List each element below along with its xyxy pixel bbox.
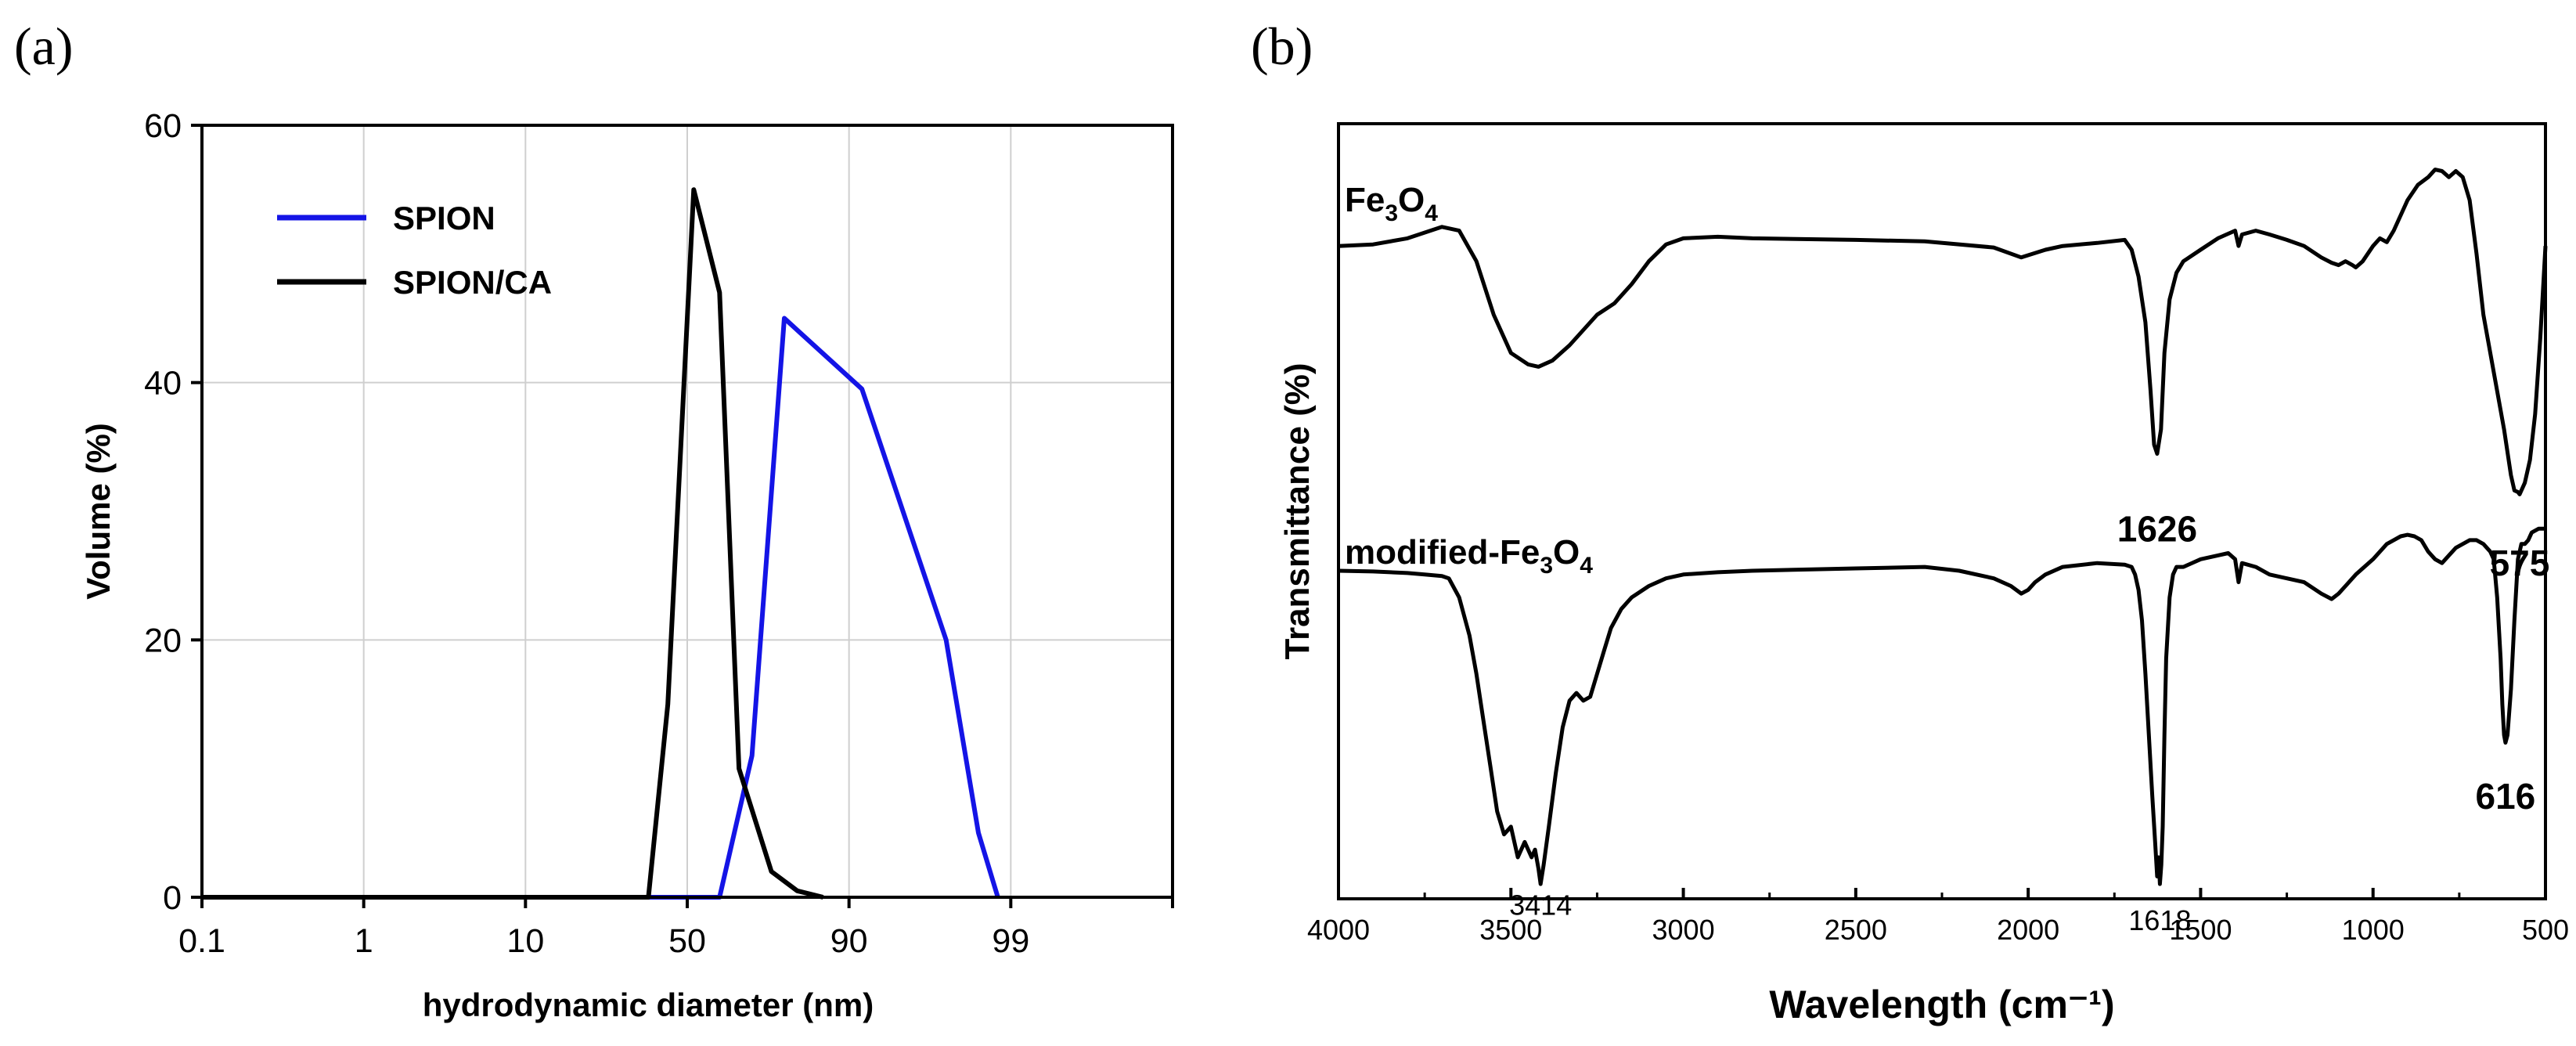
series-line-fe3o4 bbox=[1338, 168, 2548, 496]
label-part: O bbox=[1553, 533, 1580, 572]
plot-frame bbox=[1337, 122, 2547, 900]
series-line-modified-fe3o4 bbox=[1338, 526, 2546, 886]
x-tick-label: 2000 bbox=[1997, 914, 2059, 946]
peak-annotation: 1626 bbox=[2117, 508, 2197, 549]
series-label-fe3o4: Fe3O4 bbox=[1345, 181, 1438, 226]
y-tick-label: 20 bbox=[144, 622, 182, 659]
label-part: modified-Fe bbox=[1345, 533, 1540, 572]
x-tick-label: 10 bbox=[506, 922, 544, 960]
y-tick-label: 0 bbox=[163, 879, 182, 917]
x-tick-label: 500 bbox=[2522, 914, 2569, 946]
series-line-spion bbox=[202, 316, 1000, 900]
x-axis-title: hydrodynamic diameter (nm) bbox=[423, 986, 874, 1023]
label-part: 4 bbox=[1580, 553, 1593, 579]
y-tick-label: 60 bbox=[144, 107, 182, 145]
peak-annotation: 616 bbox=[2476, 776, 2536, 817]
label-part: O bbox=[1398, 181, 1425, 219]
label-part: 3 bbox=[1540, 553, 1553, 579]
x-axis-title: Wavelength (cm⁻¹) bbox=[1769, 983, 2114, 1026]
peak-annotation: 1618 bbox=[2128, 904, 2191, 936]
panel-label-a: (a) bbox=[14, 16, 74, 76]
x-tick-label: 50 bbox=[668, 922, 706, 960]
y-tick-label: 40 bbox=[144, 365, 182, 402]
legend-label: SPION/CA bbox=[393, 264, 552, 301]
label-part: 4 bbox=[1425, 200, 1438, 226]
peak-annotation: 575 bbox=[2490, 543, 2550, 583]
x-tick-label: 1 bbox=[355, 922, 373, 960]
legend-label: SPION bbox=[393, 200, 495, 236]
label-part: Fe bbox=[1345, 181, 1385, 219]
peak-annotation: 3414 bbox=[1509, 889, 1572, 921]
x-tick-label: 1500 bbox=[2169, 914, 2232, 946]
x-tick-label: 3500 bbox=[1479, 914, 1542, 946]
panel-label-b: (b) bbox=[1251, 16, 1313, 76]
y-axis-title: Volume (%) bbox=[80, 423, 117, 600]
x-tick-label: 3000 bbox=[1652, 914, 1715, 946]
series-line-spion-ca bbox=[202, 187, 824, 900]
x-tick-label: 0.1 bbox=[178, 922, 225, 960]
x-tick-label: 4000 bbox=[1307, 914, 1370, 946]
x-tick-label: 2500 bbox=[1825, 914, 1887, 946]
series-label-modified-fe3o4: modified-Fe3O4 bbox=[1345, 533, 1593, 579]
x-tick-label: 99 bbox=[992, 922, 1029, 960]
y-axis-title: Transmittance (%) bbox=[1278, 363, 1317, 660]
label-part: 3 bbox=[1385, 200, 1398, 226]
x-tick-label: 1000 bbox=[2342, 914, 2405, 946]
x-tick-label: 90 bbox=[830, 922, 868, 960]
